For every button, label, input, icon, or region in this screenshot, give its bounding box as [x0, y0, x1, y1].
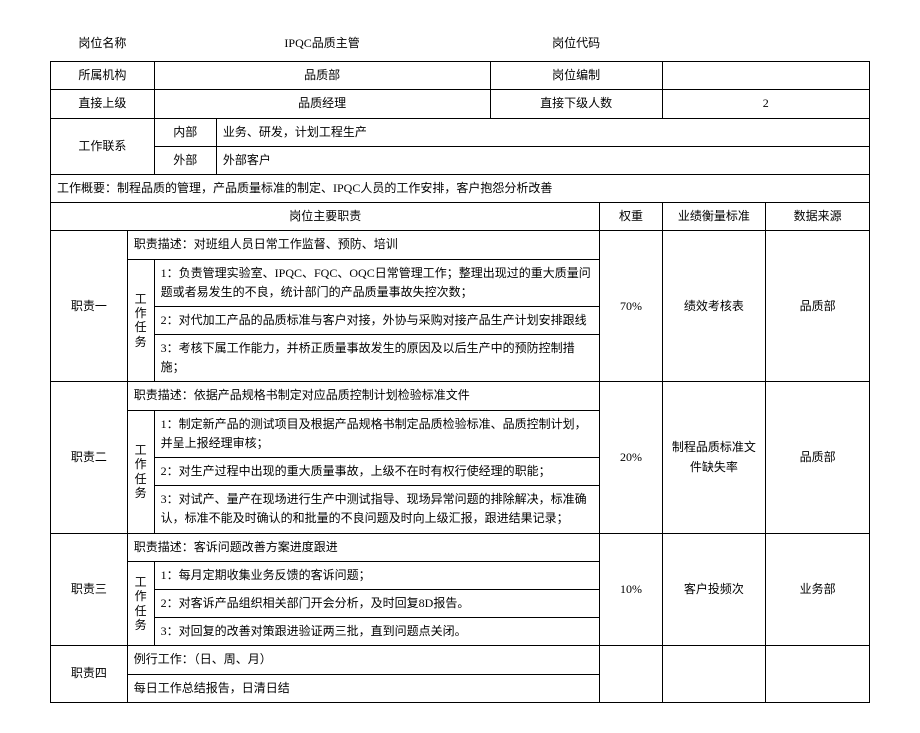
r1-t1: 1：负责管理实验室、IPQC、FQC、OQC日常管理工作；整理出现过的重大质量问… [154, 259, 600, 306]
r1-t2: 2：对代加工产品的品质标准与客户对接，外协与采购对接产品生产计划安排跟线 [154, 306, 600, 334]
contacts-internal-label: 内部 [154, 118, 216, 146]
r3-source: 业务部 [766, 533, 870, 646]
row-contact-external: 外部 外部客户 [51, 146, 870, 174]
contacts-external-label: 外部 [154, 146, 216, 174]
supervisor-label: 直接上级 [51, 90, 155, 118]
contacts-label: 工作联系 [51, 118, 155, 174]
r1-label: 职责一 [51, 231, 128, 382]
r4-source [766, 646, 870, 702]
resp-main-label: 岗位主要职责 [51, 203, 600, 231]
org-label: 所属机构 [51, 62, 155, 90]
r4-routine-row: 职责四 例行工作：（日、周、月） [51, 646, 870, 674]
row-contact-internal: 工作联系 内部 业务、研发，计划工程生产 [51, 118, 870, 146]
headcount-value [662, 62, 869, 90]
r2-label: 职责二 [51, 382, 128, 533]
resp-source-label: 数据来源 [766, 203, 870, 231]
position-code-label: 岗位代码 [490, 30, 662, 62]
r1-source: 品质部 [766, 231, 870, 382]
r2-desc-row: 职责二 职责描述：依据产品规格书制定对应品质控制计划检验标准文件 20% 制程品… [51, 382, 870, 410]
r4-label: 职责四 [51, 646, 128, 702]
r2-t3: 3：对试产、量产在现场进行生产中测试指导、现场异常问题的排除解决，标准确认，标准… [154, 486, 600, 533]
resp-weight-label: 权重 [600, 203, 662, 231]
org-value: 品质部 [154, 62, 490, 90]
r2-weight: 20% [600, 382, 662, 533]
row-organization: 所属机构 品质部 岗位编制 [51, 62, 870, 90]
r4-weight [600, 646, 662, 702]
row-report: 直接上级 品质经理 直接下级人数 2 [51, 90, 870, 118]
subordinate-value: 2 [662, 90, 869, 118]
r1-desc: 职责描述：对班组人员日常工作监督、预防、培训 [127, 231, 600, 259]
position-code-value [662, 30, 869, 62]
supervisor-value: 品质经理 [154, 90, 490, 118]
r3-t1: 1：每月定期收集业务反馈的客诉问题； [154, 561, 600, 589]
position-name-value: IPQC品质主管 [154, 30, 490, 62]
r1-criteria: 绩效考核表 [662, 231, 766, 382]
r3-t3: 3：对回复的改善对策跟进验证两三批，直到问题点关闭。 [154, 618, 600, 646]
contacts-external-value: 外部客户 [216, 146, 869, 174]
subordinate-label: 直接下级人数 [490, 90, 662, 118]
r1-weight: 70% [600, 231, 662, 382]
summary-text: 工作概要：制程品质的管理，产品质量标准的制定、IPQC人员的工作安排，客户抱怨分… [51, 174, 870, 202]
header-row: 岗位名称 IPQC品质主管 岗位代码 [51, 30, 870, 62]
contacts-internal-value: 业务、研发，计划工程生产 [216, 118, 869, 146]
r4-daily: 每日工作总结报告，日清日结 [127, 674, 600, 702]
r3-t2: 2：对客诉产品组织相关部门开会分析，及时回复8D报告。 [154, 589, 600, 617]
r2-desc: 职责描述：依据产品规格书制定对应品质控制计划检验标准文件 [127, 382, 600, 410]
r3-task-label: 工作任务 [127, 561, 154, 646]
r2-criteria: 制程品质标准文件缺失率 [662, 382, 766, 533]
r2-task-label: 工作任务 [127, 410, 154, 533]
r1-task-label: 工作任务 [127, 259, 154, 382]
r3-criteria: 客户投频次 [662, 533, 766, 646]
position-name-label: 岗位名称 [51, 30, 155, 62]
r2-source: 品质部 [766, 382, 870, 533]
r3-desc-row: 职责三 职责描述：客诉问题改善方案进度跟进 10% 客户投频次 业务部 [51, 533, 870, 561]
headcount-label: 岗位编制 [490, 62, 662, 90]
r1-desc-row: 职责一 职责描述：对班组人员日常工作监督、预防、培训 70% 绩效考核表 品质部 [51, 231, 870, 259]
r1-t3: 3：考核下属工作能力，并桥正质量事故发生的原因及以后生产中的预防控制措施； [154, 335, 600, 382]
r3-weight: 10% [600, 533, 662, 646]
r4-routine: 例行工作：（日、周、月） [127, 646, 600, 674]
resp-criteria-label: 业绩衡量标准 [662, 203, 766, 231]
job-description-table: 岗位名称 IPQC品质主管 岗位代码 所属机构 品质部 岗位编制 直接上级 品质… [50, 30, 870, 703]
r2-t2: 2：对生产过程中出现的重大质量事故，上级不在时有权行使经理的职能； [154, 458, 600, 486]
r2-t1: 1：制定新产品的测试项目及根据产品规格书制定品质检验标准、品质控制计划，并呈上报… [154, 410, 600, 457]
row-resp-header: 岗位主要职责 权重 业绩衡量标准 数据来源 [51, 203, 870, 231]
r3-label: 职责三 [51, 533, 128, 646]
r4-criteria [662, 646, 766, 702]
row-summary: 工作概要：制程品质的管理，产品质量标准的制定、IPQC人员的工作安排，客户抱怨分… [51, 174, 870, 202]
r3-desc: 职责描述：客诉问题改善方案进度跟进 [127, 533, 600, 561]
